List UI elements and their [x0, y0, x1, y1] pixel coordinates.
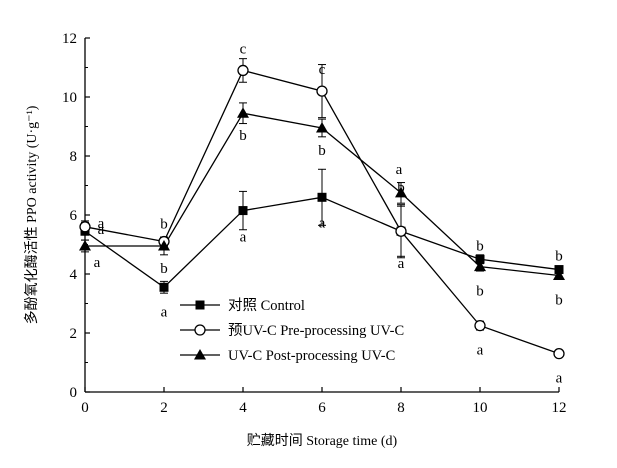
significance-label: b — [555, 292, 563, 308]
significance-label: b — [476, 238, 484, 254]
significance-label: a — [98, 222, 105, 238]
x-axis-title: 贮藏时间 Storage time (d) — [247, 433, 398, 449]
data-point — [316, 121, 328, 133]
legend-marker — [194, 349, 206, 360]
y-tick-label: 0 — [70, 385, 78, 401]
significance-label: a — [94, 255, 101, 271]
data-point — [237, 107, 249, 118]
significance-label: b — [160, 261, 168, 277]
significance-label: b — [555, 249, 563, 265]
x-tick-label: 0 — [81, 400, 89, 416]
legend-label: UV-C Post-processing UV-C — [228, 348, 395, 364]
significance-label: a — [477, 343, 484, 359]
significance-label: b — [476, 284, 484, 300]
significance-label: a — [396, 162, 403, 178]
y-tick-label: 4 — [70, 267, 78, 283]
y-tick-label: 2 — [70, 326, 78, 342]
significance-label: c — [240, 41, 247, 57]
data-point — [79, 221, 91, 233]
data-point — [158, 239, 170, 251]
y-axis-title: 多酚氧化酶活性 PPO activity (U·g⁻¹) — [23, 105, 40, 324]
data-point — [79, 239, 91, 251]
x-tick-label: 4 — [239, 400, 247, 416]
data-point — [395, 225, 407, 237]
legend-marker — [195, 300, 205, 310]
y-tick-label: 6 — [70, 208, 78, 224]
data-point — [475, 254, 485, 264]
significance-label: c — [319, 62, 326, 78]
y-tick-label: 10 — [62, 90, 77, 106]
significance-label: a — [98, 216, 105, 232]
data-point — [237, 64, 249, 77]
x-tick-label: 2 — [160, 400, 168, 416]
significance-label: b — [397, 180, 405, 196]
data-point — [474, 319, 486, 332]
significance-label: b — [160, 217, 168, 233]
y-tick-label: 8 — [70, 149, 78, 165]
data-point — [316, 85, 328, 97]
significance-label: a — [319, 215, 326, 231]
data-point — [395, 186, 407, 198]
significance-label: a — [161, 304, 168, 320]
data-point — [317, 192, 327, 202]
legend-label: 预UV-C Pre-processing UV-C — [228, 322, 404, 339]
significance-label: a — [556, 371, 563, 387]
y-tick-label: 12 — [62, 31, 77, 47]
data-point — [553, 347, 565, 360]
data-point — [238, 206, 248, 216]
significance-label: a — [398, 256, 405, 272]
x-tick-label: 8 — [397, 400, 405, 416]
x-tick-label: 12 — [552, 400, 567, 416]
data-point — [474, 260, 486, 272]
significance-label: a — [240, 230, 247, 246]
x-tick-label: 6 — [318, 400, 326, 416]
x-tick-label: 10 — [473, 400, 488, 416]
significance-label: b — [239, 128, 247, 144]
legend-marker — [194, 324, 206, 336]
significance-label: b — [318, 143, 326, 159]
data-point — [553, 269, 565, 280]
data-point — [159, 282, 169, 292]
legend-label: 对照 Control — [228, 297, 305, 314]
